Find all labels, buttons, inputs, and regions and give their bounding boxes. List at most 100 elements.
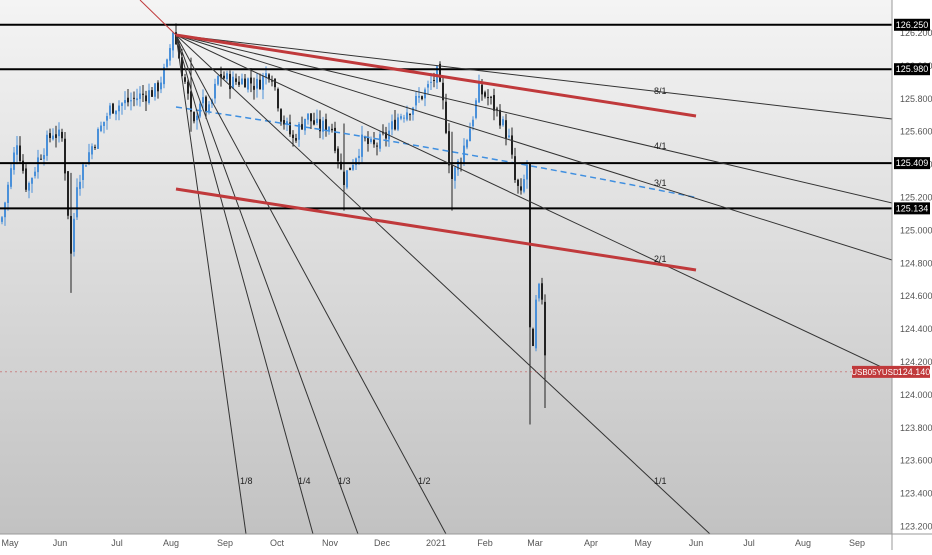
candle-body	[85, 165, 87, 167]
fan-line	[175, 34, 892, 120]
candle-body	[295, 138, 297, 141]
candle	[262, 72, 264, 100]
candle-body	[526, 164, 528, 180]
candle	[271, 75, 273, 87]
level-badge-text: 125.134	[896, 203, 929, 213]
candle	[256, 73, 258, 98]
candle-body	[511, 135, 513, 155]
candle-body	[256, 78, 258, 89]
level-price-badge: 125.409	[894, 157, 930, 170]
candle	[40, 154, 42, 160]
candle	[259, 73, 261, 90]
candle	[55, 125, 57, 148]
candle	[406, 105, 408, 122]
y-tick-label: 125.200	[900, 193, 932, 203]
candle	[448, 123, 450, 174]
candle-body	[262, 75, 264, 90]
candle-body	[478, 82, 480, 103]
y-tick-label: 125.000	[900, 225, 932, 235]
x-tick-label: Nov	[322, 538, 339, 548]
x-tick-label: Sep	[217, 538, 233, 548]
candle-body	[187, 81, 189, 94]
candle-body	[328, 126, 330, 131]
candle-body	[502, 119, 504, 126]
candle	[154, 82, 156, 101]
candle-body	[541, 283, 543, 300]
candle	[505, 113, 507, 146]
candle-body	[451, 165, 453, 180]
candle-body	[532, 328, 534, 346]
candle-body	[4, 202, 6, 218]
candle-body	[427, 84, 429, 88]
level-badge-text: 126.250	[896, 20, 929, 30]
channel-line	[175, 187, 697, 272]
candle-body	[304, 118, 306, 131]
candle	[502, 116, 504, 127]
candle	[133, 91, 135, 107]
candle	[538, 282, 540, 302]
candle	[4, 201, 6, 226]
current-price-badge: 124.140	[898, 365, 930, 378]
candle-body	[394, 119, 396, 130]
candle-body	[112, 103, 114, 114]
candle	[91, 143, 93, 160]
candle	[181, 48, 183, 77]
candle	[544, 294, 546, 409]
candle	[409, 113, 411, 121]
candle	[520, 178, 522, 195]
candle-body	[22, 160, 24, 171]
candle-body	[484, 92, 486, 97]
candle	[310, 113, 312, 130]
candle	[79, 174, 81, 196]
candle-body	[430, 81, 432, 83]
candle-body	[397, 117, 399, 130]
candle	[67, 171, 69, 220]
candle	[97, 127, 99, 149]
candle-body	[169, 48, 171, 61]
candle	[361, 125, 363, 164]
candle-body	[166, 59, 168, 67]
candle-body	[259, 79, 261, 90]
plot-area[interactable]: 8/1 4/1 3/1 2/1 1/1 1/2 1/3 1/4 1/8	[0, 0, 892, 534]
x-tick-label: Aug	[795, 538, 811, 548]
candle-body	[514, 156, 516, 180]
candle-body	[226, 73, 228, 80]
candle	[52, 128, 54, 141]
candle-body	[1, 217, 3, 222]
candle	[1, 216, 3, 225]
y-tick-label: 124.200	[900, 357, 932, 367]
candle-body	[283, 120, 285, 125]
plot-background	[0, 0, 892, 534]
candle-body	[115, 110, 117, 115]
candle-body	[271, 80, 273, 82]
current-price-bg	[898, 365, 930, 378]
candle-body	[376, 145, 378, 147]
candle-body	[235, 78, 237, 82]
candle	[499, 104, 501, 129]
y-tick-label: 123.800	[900, 423, 932, 433]
candle-body	[25, 168, 27, 190]
candle-body	[310, 113, 312, 122]
candle-body	[319, 119, 321, 132]
candle-body	[505, 120, 507, 139]
candle-body	[265, 73, 267, 78]
candle-body	[481, 84, 483, 95]
level-badge-bg	[894, 157, 930, 170]
candle	[112, 102, 114, 115]
candle	[187, 79, 189, 100]
candle-body	[466, 140, 468, 148]
candle-body	[124, 100, 126, 104]
candle	[145, 90, 147, 112]
candle-body	[181, 57, 183, 77]
candle	[331, 123, 333, 133]
candle	[34, 166, 36, 179]
fan-label: 1/4	[298, 476, 311, 486]
candle-body	[406, 112, 408, 120]
candle-body	[280, 109, 282, 122]
candle-body	[43, 155, 45, 160]
candle-body	[151, 90, 153, 97]
candle-body	[346, 170, 348, 188]
candle-body	[19, 145, 21, 161]
candle	[487, 89, 489, 106]
